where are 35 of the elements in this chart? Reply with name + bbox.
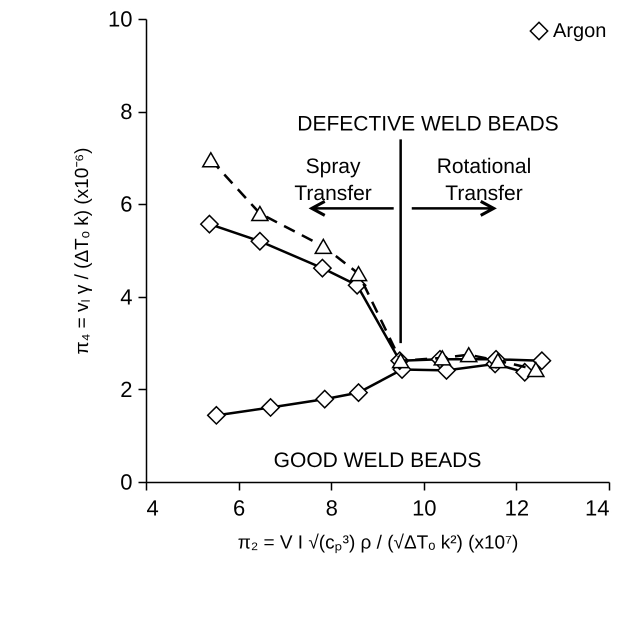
- x-axis-title: π₂ = V I √(cₚ³) ρ / (√ΔTₒ k²) (x10⁷): [238, 532, 518, 554]
- x-tick-label: 6: [232, 496, 246, 520]
- point: [202, 152, 220, 168]
- point: [314, 238, 332, 254]
- point: [206, 406, 226, 425]
- point: [261, 398, 280, 417]
- point: [251, 206, 269, 222]
- point: [460, 346, 478, 362]
- annotation: Spray Transfer: [294, 155, 372, 206]
- point: [200, 214, 219, 234]
- annotation: GOOD WELD BEADS: [274, 449, 482, 472]
- x-tick-label: 8: [326, 496, 338, 520]
- point: [349, 383, 368, 402]
- x-tick-label: 14: [585, 496, 610, 520]
- point: [434, 350, 452, 366]
- point: [315, 390, 334, 409]
- y-tick-label: 0: [120, 470, 132, 494]
- x-tick-label: 4: [146, 496, 159, 520]
- y-axis-title: π₄ = vₗ γ / (ΔTₒ k) (x10⁻⁶): [72, 148, 94, 354]
- y-tick-label: 6: [120, 192, 132, 217]
- y-tick-label: 10: [108, 6, 132, 32]
- y-tick-label: 2: [120, 376, 132, 402]
- point: [489, 352, 507, 368]
- y-tick-label: 4: [120, 284, 132, 310]
- point: [250, 232, 270, 251]
- point: [350, 266, 368, 282]
- annotation: Rotational Transfer: [436, 155, 532, 206]
- legend-label: Argon: [553, 20, 606, 42]
- point: [312, 258, 332, 278]
- annotation: DEFECTIVE WELD BEADS: [297, 112, 559, 136]
- point: [527, 362, 545, 378]
- x-tick-label: 10: [412, 496, 437, 520]
- point: [532, 351, 552, 370]
- x-tick-label: 12: [504, 496, 530, 520]
- y-tick-label: 8: [120, 99, 132, 124]
